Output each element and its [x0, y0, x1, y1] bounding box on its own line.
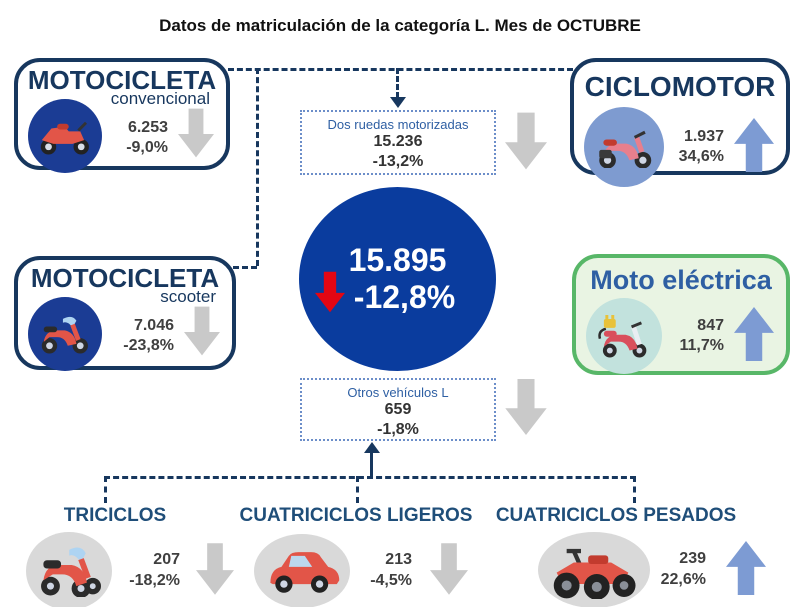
category-change: -4,5%	[370, 572, 412, 589]
card-value: 1.937	[683, 127, 724, 145]
trend-up-arrow-icon	[726, 538, 766, 603]
category-stats: 207 -18,2%	[112, 550, 190, 592]
trend-down-arrow-icon	[505, 112, 547, 175]
connector-bottom-horizontal	[104, 476, 636, 479]
card-change: -23,8%	[123, 337, 174, 355]
category-value: 239	[679, 550, 706, 568]
card-stats: 1.937 34,6%	[664, 127, 734, 169]
card-value: 847	[697, 316, 724, 334]
trend-down-arrow-icon	[430, 540, 468, 603]
category-value: 213	[385, 551, 412, 569]
trend-up-arrow-icon	[734, 115, 774, 180]
card-stats: 847 11,7%	[662, 316, 734, 358]
page-title: Datos de matriculación de la categoría L…	[159, 16, 641, 35]
aggregate-otros-vehiculos: Otros vehículos L 659 -1,8%	[300, 378, 496, 441]
total-circle: 15.895 -12,8%	[299, 187, 496, 371]
total-change: -12,8%	[353, 279, 456, 315]
card-change: 11,7%	[679, 337, 724, 355]
category-change: 22,6%	[660, 571, 706, 588]
total-value: 15.895	[348, 242, 447, 279]
trend-down-arrow-icon	[505, 379, 547, 440]
card-change: -9,0%	[126, 139, 168, 157]
label-triciclos: TRICICLOS	[63, 505, 167, 526]
category-value: 207	[153, 551, 180, 569]
aggregate-label: Dos ruedas motorizadas	[327, 117, 469, 132]
aggregate-change: -1,8%	[377, 421, 419, 438]
card-ciclomotor: CICLOMOTOR 1.937 34,6%	[570, 58, 790, 188]
group-triciclos: 207 -18,2%	[26, 532, 234, 607]
scooter-icon	[28, 297, 102, 372]
connector-up-stem	[370, 452, 373, 477]
moped-icon	[584, 107, 664, 188]
motorcycle-icon	[28, 99, 102, 174]
trend-down-arrow-icon	[196, 540, 234, 603]
card-value: 7.046	[133, 316, 174, 334]
arrowhead-up-icon	[364, 442, 380, 453]
trend-down-arrow-icon	[178, 104, 214, 167]
connector-drop-ligeros	[356, 476, 359, 503]
electric-scooter-icon	[586, 298, 662, 375]
card-subtitle: convencional	[110, 89, 210, 109]
card-motocicleta-convencional: MOTOCICLETA convencional 6.253 -9,0%	[14, 58, 230, 174]
card-motocicleta-scooter: MOTOCICLETA scooter 7.046 -23,8%	[14, 256, 236, 372]
tricycle-icon	[26, 532, 112, 607]
card-stats: 6.253 -9,0%	[102, 118, 178, 160]
connector-top-horizontal	[228, 68, 573, 71]
card-stats: 7.046 -23,8%	[102, 316, 184, 358]
aggregate-label: Otros vehículos L	[347, 385, 449, 400]
aggregate-value: 659	[384, 401, 412, 418]
card-moto-electrica: Moto eléctrica 847 11,7%	[572, 254, 790, 375]
card-title: Moto eléctrica	[590, 265, 772, 295]
group-cuatriciclos-ligeros: 213 -4,5%	[254, 534, 468, 607]
aggregate-change: -13,2%	[372, 153, 424, 170]
trend-down-arrow-icon	[184, 302, 220, 365]
card-value: 6.253	[127, 118, 168, 136]
connector-drop-pesados	[633, 476, 636, 503]
trend-down-arrow-red-icon	[315, 267, 345, 322]
label-cuatriciclos-pesados: CUATRICICLOS PESADOS	[495, 505, 737, 526]
category-stats: 239 22,6%	[650, 549, 716, 591]
connector-left-vertical	[256, 68, 259, 266]
label-cuatriciclos-ligeros: CUATRICICLOS LIGEROS	[239, 505, 473, 526]
aggregate-dos-ruedas: Dos ruedas motorizadas 15.236 -13,2%	[300, 110, 496, 175]
trend-up-arrow-icon	[734, 304, 774, 369]
connector-mid-vertical	[396, 68, 399, 98]
card-title: CICLOMOTOR	[584, 71, 776, 102]
aggregate-value: 15.236	[373, 133, 423, 150]
atv-icon	[538, 532, 650, 607]
group-cuatriciclos-pesados: 239 22,6%	[538, 532, 766, 607]
microcar-icon	[254, 534, 350, 607]
card-title: MOTOCICLETA	[27, 65, 217, 95]
arrowhead-down-icon	[390, 97, 406, 108]
connector-scooter-horizontal	[233, 266, 257, 269]
category-stats: 213 -4,5%	[350, 550, 422, 592]
card-title: MOTOCICLETA	[30, 263, 220, 293]
connector-drop-triciclos	[104, 476, 107, 503]
card-change: 34,6%	[678, 148, 724, 166]
card-subtitle: scooter	[160, 287, 216, 307]
category-change: -18,2%	[129, 572, 180, 589]
